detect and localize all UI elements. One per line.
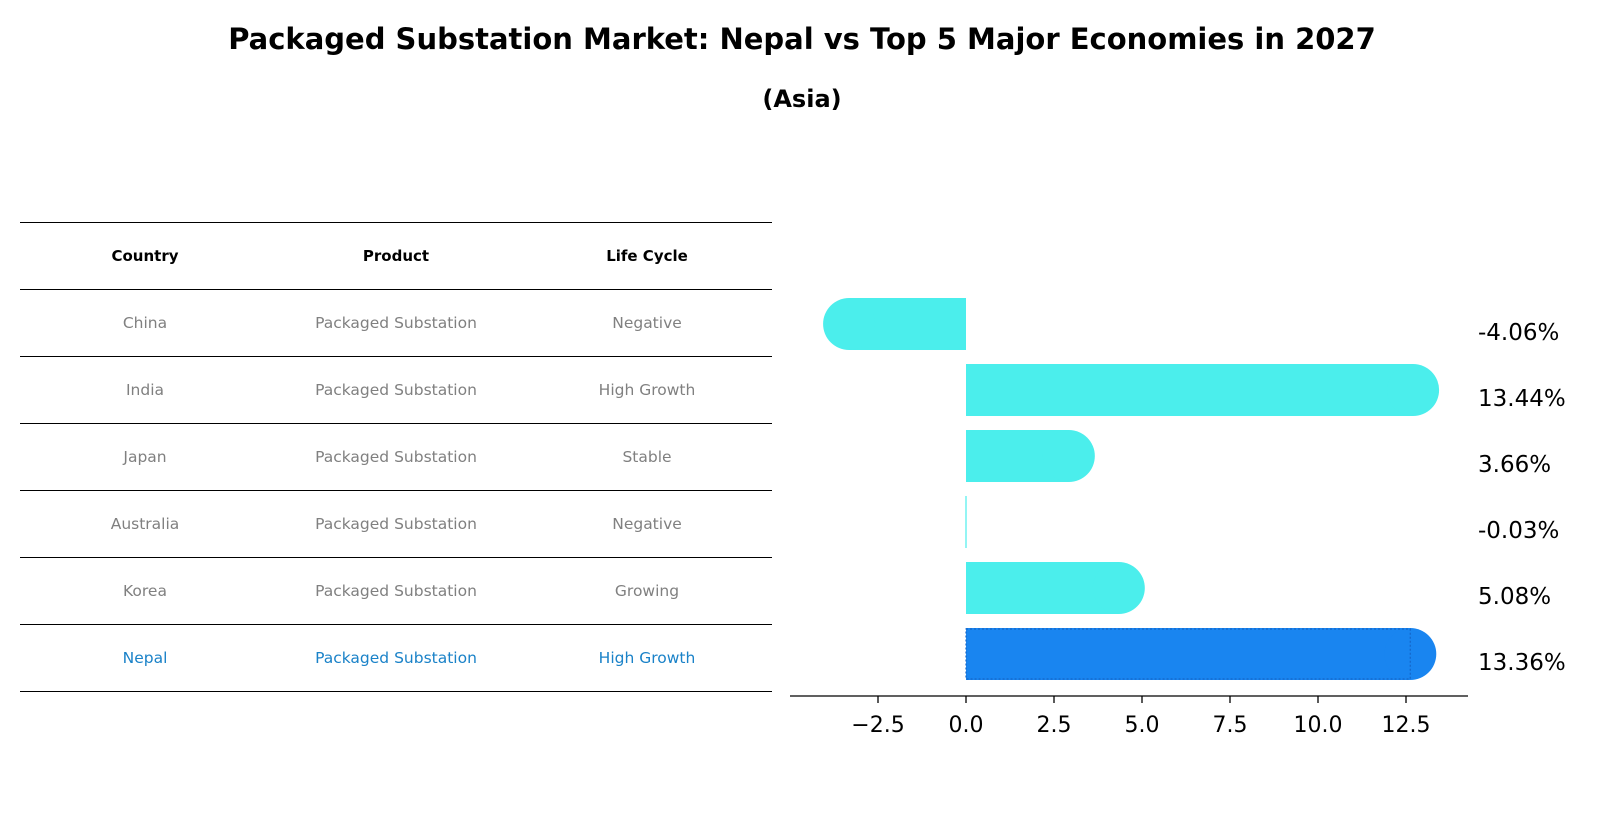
x-tick-label: −2.5 [851,713,904,738]
bar-korea [966,562,1145,614]
table-row: Australia Packaged Substation Negative [20,491,772,558]
table-header-row: Country Product Life Cycle [20,223,772,290]
cell-life-cycle: Negative [612,314,682,332]
table-row: Korea Packaged Substation Growing [20,558,772,625]
bar-nepal [965,628,1437,680]
cell-country: India [125,381,165,399]
x-tick-label: 5.0 [1125,713,1160,738]
value-label-australia: -0.03% [1478,518,1559,544]
value-labels-group: -4.06% 13.44% 3.66% -0.03% 5.08% 13.36% [1478,320,1566,676]
table-row: China Packaged Substation Negative [20,290,772,357]
value-label-china: -4.06% [1478,320,1559,346]
chart-subtitle: (Asia) [762,85,842,113]
cell-country: Japan [123,448,167,466]
chart-title: Packaged Substation Market: Nepal vs Top… [228,22,1376,56]
x-tick-label: 7.5 [1213,713,1248,738]
cell-product: Packaged Substation [315,381,477,399]
cell-life-cycle: High Growth [598,381,696,399]
cell-product: Packaged Substation [315,582,477,600]
cell-life-cycle: Stable [622,448,672,466]
cell-life-cycle: High Growth [598,649,696,667]
cell-country: China [122,314,168,332]
value-label-india: 13.44% [1478,386,1566,412]
header-country: Country [111,247,179,265]
bar-japan [966,430,1095,482]
cell-country: Australia [110,515,180,533]
value-label-korea: 5.08% [1478,584,1551,610]
x-tick-label: 2.5 [1037,713,1072,738]
cell-product: Packaged Substation [315,649,477,667]
bar-india [966,364,1440,416]
country-table: Country Product Life Cycle China Package… [20,222,772,692]
header-product: Product [362,247,430,265]
table-row: India Packaged Substation High Growth [20,357,772,424]
cell-country: Korea [123,582,167,600]
value-label-nepal: 13.36% [1478,650,1566,676]
cell-life-cycle: Growing [614,582,680,600]
x-tick-label: 10.0 [1294,713,1343,738]
cell-product: Packaged Substation [315,314,477,332]
x-ticks-group: −2.5 0.0 2.5 5.0 7.5 10.0 12.5 [851,696,1430,738]
header-life-cycle: Life Cycle [606,247,688,265]
table-row-highlight: Nepal Packaged Substation High Growth [20,625,772,692]
cell-life-cycle: Negative [612,515,682,533]
value-label-japan: 3.66% [1478,452,1551,478]
bars-group [823,298,1440,680]
bar-china [823,298,966,350]
cell-product: Packaged Substation [315,448,477,466]
x-tick-label: 12.5 [1382,713,1431,738]
cell-country: Nepal [122,649,168,667]
x-tick-label: 0.0 [949,713,984,738]
cell-product: Packaged Substation [315,515,477,533]
table-row: Japan Packaged Substation Stable [20,424,772,491]
